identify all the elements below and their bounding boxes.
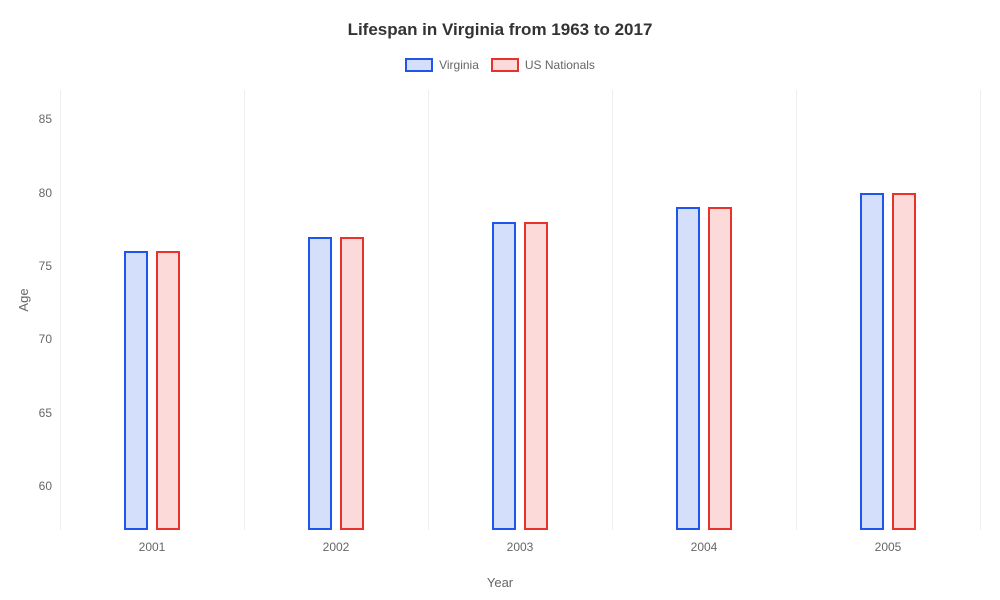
chart-legend: Virginia US Nationals (0, 58, 1000, 72)
chart-container: Lifespan in Virginia from 1963 to 2017 V… (0, 0, 1000, 600)
y-tick-label: 65 (39, 406, 60, 420)
bar (492, 222, 516, 530)
legend-swatch-us-nationals (491, 58, 519, 72)
plot-area: 60657075808520012002200320042005 (60, 90, 980, 530)
x-tick-label: 2001 (139, 530, 166, 554)
legend-swatch-virginia (405, 58, 433, 72)
bar (676, 207, 700, 530)
bar (860, 193, 884, 530)
x-tick-label: 2003 (507, 530, 534, 554)
y-tick-label: 80 (39, 186, 60, 200)
bar (308, 237, 332, 530)
x-axis-label: Year (0, 575, 1000, 590)
gridline-vertical (428, 90, 429, 530)
gridline-vertical (612, 90, 613, 530)
legend-item-virginia: Virginia (405, 58, 479, 72)
legend-label-us-nationals: US Nationals (525, 58, 595, 72)
chart-title: Lifespan in Virginia from 1963 to 2017 (0, 20, 1000, 40)
legend-label-virginia: Virginia (439, 58, 479, 72)
legend-item-us-nationals: US Nationals (491, 58, 595, 72)
bar (124, 251, 148, 530)
y-tick-label: 70 (39, 332, 60, 346)
x-tick-label: 2004 (691, 530, 718, 554)
x-tick-label: 2005 (875, 530, 902, 554)
y-tick-label: 60 (39, 479, 60, 493)
gridline-vertical (244, 90, 245, 530)
bar (708, 207, 732, 530)
gridline-vertical (60, 90, 61, 530)
y-axis-label: Age (16, 288, 31, 311)
bar (156, 251, 180, 530)
y-tick-label: 85 (39, 112, 60, 126)
bar (892, 193, 916, 530)
bar (524, 222, 548, 530)
y-tick-label: 75 (39, 259, 60, 273)
x-tick-label: 2002 (323, 530, 350, 554)
gridline-vertical (796, 90, 797, 530)
bar (340, 237, 364, 530)
gridline-vertical (980, 90, 981, 530)
